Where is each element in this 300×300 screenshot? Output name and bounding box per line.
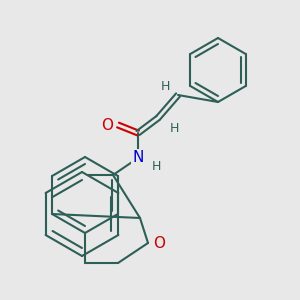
Text: H: H — [160, 80, 170, 94]
Text: H: H — [170, 122, 179, 134]
Text: H: H — [152, 160, 161, 172]
Text: N: N — [132, 151, 144, 166]
Text: O: O — [153, 236, 165, 250]
Text: O: O — [101, 118, 113, 133]
